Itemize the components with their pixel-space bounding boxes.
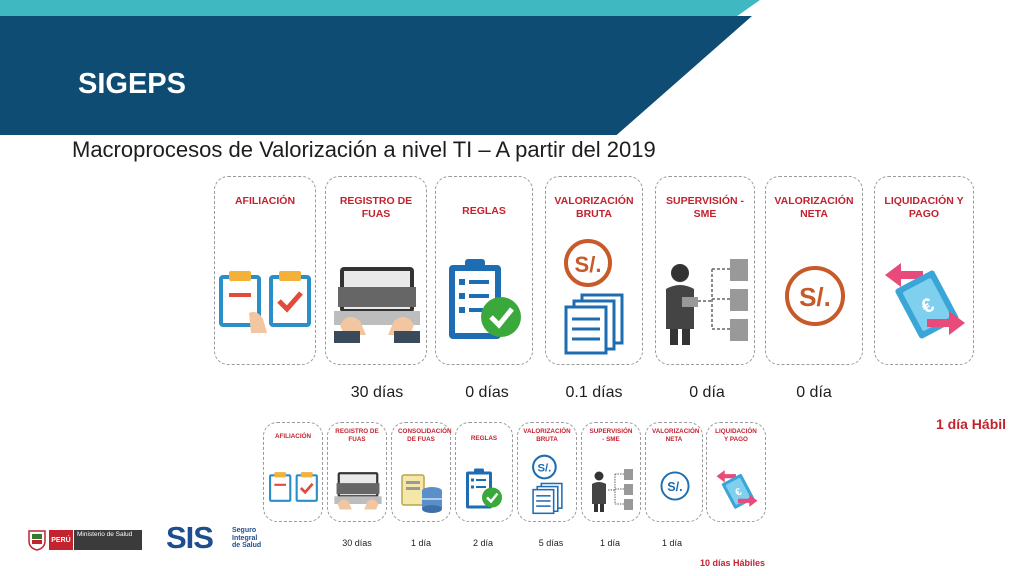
duration-label: 2 día [472,538,494,548]
server-database-icon [401,474,442,513]
checklist-clipboard-icon [449,259,521,339]
ministry-name: Ministerio de Salud [74,530,142,550]
process-card-registro-fuas: REGISTRO DE FUAS [327,422,387,522]
card-label: VALORIZACIÓN BRUTA [523,428,571,443]
duration-label: 0 día [689,384,725,401]
card-label: AFILIACIÓN [274,433,312,440]
process-card-valorizacion-neta: VALORIZACIÓN NETA S/. [645,422,703,522]
process-card-afiliacion: AFILIACIÓN [263,422,323,522]
duration-label: 30 días [342,538,372,548]
slide-subtitle: Macroprocesos de Valorización a nivel TI… [72,137,656,162]
duration-label: 1 día [410,538,432,548]
card-label: SUPERVISIÓN - SME [589,428,633,443]
process-card-liquidacion-pago: LIQUIDACIÓN Y PAGO € [874,176,974,365]
duration-label: 0.1 días [565,384,623,401]
supervisor-laptop-icon [592,469,633,512]
card-label: SUPERVISIÓN - SME [666,195,744,221]
svg-text:€: € [734,486,744,499]
process-card-liquidacion-pago: LIQUIDACIÓN Y PAGO € [706,422,766,522]
affiliation-clipboards-icon [219,271,311,333]
process-card-reglas: REGLAS [435,176,533,365]
svg-text:S/.: S/. [799,282,831,312]
card-label: REGISTRO DE FUAS [339,195,413,221]
affiliation-clipboards-icon [269,472,318,502]
card-label: REGLAS [470,435,498,442]
process-card-registro-fuas: REGISTRO DE FUAS [325,176,427,365]
soles-coin-icon: S/. [785,266,845,326]
card-label: VALORIZACIÓN NETA [774,195,854,221]
card-label: LIQUIDACIÓN Y PAGO [715,428,757,443]
duration-label: 0 día [796,384,832,401]
sis-tagline: Seguro Integral de Salud [232,527,262,550]
process-card-supervision-sme: SUPERVISIÓN - SME [581,422,641,522]
svg-text:S/.: S/. [575,252,602,277]
supervisor-laptop-icon [666,259,748,345]
euro-bills-transfer-icon: € [885,263,965,339]
card-label: AFILIACIÓN [234,195,296,207]
header-accent-band [0,0,760,16]
duration-label: 0 días [465,384,509,401]
duration-label: 30 días [350,384,404,401]
laptop-typing-icon [334,472,382,510]
soles-documents-icon: S/. [532,454,563,515]
soles-coin-icon: S/. [660,471,690,501]
process-card-consolidacion-fuas: CONSOLIDACIÓN DE FUAS [391,422,452,522]
svg-text:S/.: S/. [667,480,682,494]
duration-label: 1 día [599,538,621,548]
card-label: LIQUIDACIÓN Y PAGO [884,195,964,221]
sis-wordmark: SIS [166,520,214,555]
card-label: REGISTRO DE FUAS [335,428,379,443]
peru-shield-icon [28,530,46,551]
total-duration-top: 1 día Hábil [936,416,1007,432]
soles-documents-icon: S/. [564,239,624,355]
card-label: VALORIZACIÓN NETA [652,428,700,443]
ministerio-salud-logo: PERÚ Ministerio de Salud [27,529,143,551]
page-title: SIGEPS [78,68,186,100]
total-duration-bottom: 10 días Hábiles [700,558,766,568]
process-card-valorizacion-bruta: VALORIZACIÓN BRUTA S/. [517,422,577,522]
sis-logo: SIS Seguro Integral de Salud [166,520,262,556]
process-card-supervision-sme: SUPERVISIÓN - SME [655,176,755,365]
euro-bills-transfer-icon: € [716,470,758,509]
peru-badge: PERÚ [49,530,73,550]
card-label: REGLAS [462,205,506,217]
process-card-valorizacion-bruta: VALORIZACIÓN BRUTA S/. [545,176,643,365]
checklist-clipboard-icon [466,468,502,509]
card-label: VALORIZACIÓN BRUTA [554,195,634,221]
card-label: CONSOLIDACIÓN DE FUAS [398,428,452,443]
duration-label: 5 días [538,538,564,548]
svg-text:S/.: S/. [537,463,551,475]
duration-label: 1 día [661,538,683,548]
laptop-typing-icon [334,267,420,343]
process-card-afiliacion: AFILIACIÓN [214,176,316,365]
process-card-valorizacion-neta: VALORIZACIÓN NETA S/. [765,176,863,365]
process-card-reglas: REGLAS [455,422,513,522]
header-band [0,16,752,135]
